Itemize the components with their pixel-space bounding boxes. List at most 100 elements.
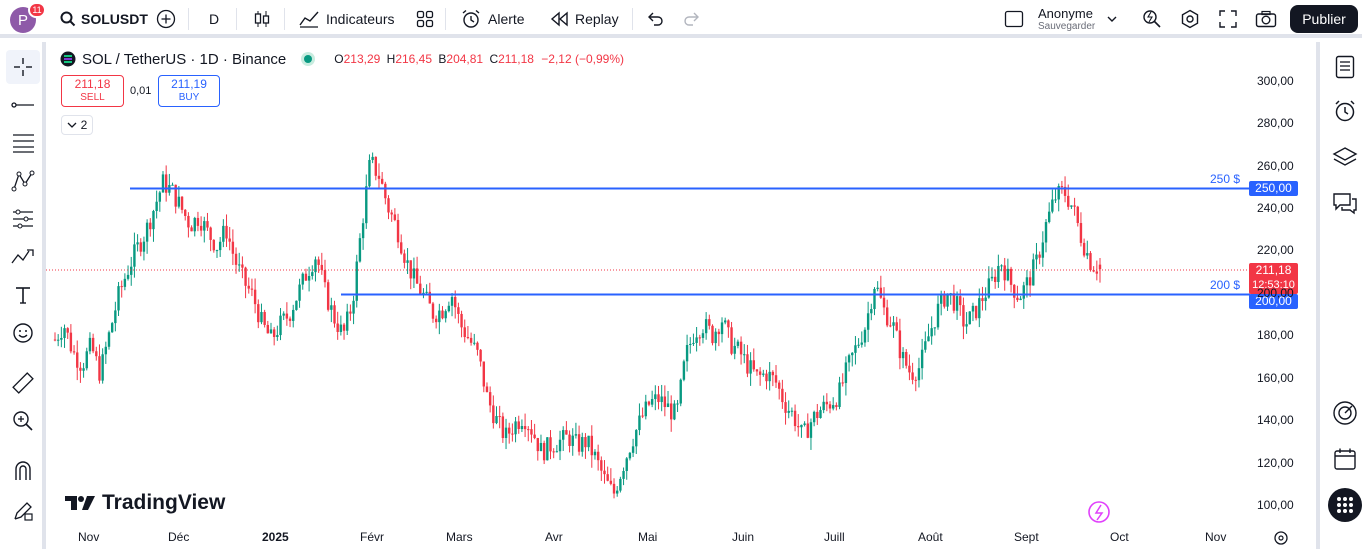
time-axis-label: Déc (168, 530, 190, 544)
layout-name-block[interactable]: Anonyme Sauvegarder (1038, 6, 1100, 32)
candle-body (326, 282, 330, 310)
chart-type-button[interactable] (253, 0, 271, 38)
candle-body (924, 341, 927, 350)
price-axis-label: 160,00 (1257, 370, 1294, 385)
buy-button[interactable]: 211,19 BUY (158, 75, 220, 107)
zoom-tool[interactable] (6, 404, 40, 438)
crosshair-tool[interactable] (6, 50, 40, 84)
indicator-count: 2 (80, 118, 88, 132)
snapshot-button[interactable] (1255, 0, 1277, 38)
candle-body (822, 401, 825, 411)
tradingview-logo[interactable]: TradingView (64, 490, 225, 516)
candle-body (584, 437, 587, 448)
watchlist-button[interactable] (1328, 50, 1362, 84)
publish-button[interactable]: Publier (1290, 5, 1358, 33)
alert-label: Alerte (488, 11, 525, 27)
calendar-button[interactable] (1328, 442, 1362, 476)
undo-icon (648, 12, 663, 26)
time-axis-label: 2025 (262, 530, 289, 544)
measure-tool[interactable] (6, 366, 40, 400)
interval-button[interactable]: D (209, 11, 220, 27)
candle-body (1060, 186, 1064, 188)
candle-body (571, 435, 574, 446)
compare-symbol-button[interactable] (156, 0, 176, 38)
price-chart[interactable] (46, 42, 1316, 549)
quick-search-button[interactable] (1142, 0, 1162, 38)
candle-body (190, 227, 193, 232)
pattern-tool[interactable] (6, 164, 40, 198)
candle-body (638, 415, 641, 431)
search-icon (60, 11, 76, 27)
alert-button[interactable]: Alerte (461, 0, 525, 38)
price-axis-label: 100,00 (1257, 498, 1294, 512)
layout-dropdown[interactable] (1107, 0, 1117, 38)
redo-button[interactable] (683, 0, 701, 38)
symbol-title[interactable]: SOL / TetherUS · 1D · Binance (82, 50, 287, 68)
indicators-button[interactable]: Indicateurs (298, 0, 394, 38)
settings-button[interactable] (1180, 0, 1200, 38)
candle-body (409, 260, 412, 279)
candle-body (266, 324, 270, 334)
candle-body (482, 361, 485, 387)
candle-body (542, 442, 546, 461)
layouts-button[interactable] (416, 0, 434, 38)
candle-body (285, 313, 289, 319)
candle-body (527, 429, 530, 431)
candle-body (736, 341, 740, 346)
time-axis-label: Oct (1110, 530, 1129, 544)
emoji-tool[interactable] (6, 316, 40, 350)
candle-body (314, 259, 317, 273)
trend-line-tool[interactable] (6, 88, 40, 122)
fullscreen-button[interactable] (1219, 0, 1237, 38)
chat-button[interactable] (1328, 186, 1362, 220)
candle-body (244, 267, 247, 286)
candle-body (885, 307, 889, 326)
toolbar-separator (632, 8, 633, 30)
candle-body (520, 426, 524, 429)
candle-body (492, 405, 495, 424)
smiley-icon (13, 323, 33, 343)
products-button[interactable] (1328, 488, 1362, 522)
replay-button[interactable]: Replay (549, 0, 619, 38)
candle-body (215, 250, 219, 252)
magnet-tool[interactable] (6, 454, 40, 488)
undo-button[interactable] (646, 0, 664, 38)
indicators-icon (299, 11, 319, 28)
alerts-panel-button[interactable] (1328, 94, 1362, 128)
candle-body (997, 265, 1000, 282)
chat-bubbles-icon (1333, 193, 1357, 215)
candle-body (501, 416, 505, 439)
candle-body (473, 342, 476, 344)
hotlists-button[interactable] (1328, 396, 1362, 430)
time-axis-label: Avr (545, 530, 563, 544)
layers-button[interactable] (1328, 140, 1362, 174)
candle-body (720, 322, 724, 335)
candle-body (203, 221, 206, 231)
candle-body (368, 159, 371, 187)
text-tool[interactable] (6, 278, 40, 312)
layout-selector[interactable] (1004, 0, 1024, 38)
candle-body (882, 297, 886, 308)
candle-body (965, 324, 968, 327)
fib-tool[interactable] (6, 126, 40, 160)
brush-tool[interactable] (6, 240, 40, 274)
projection-tool[interactable] (6, 202, 40, 236)
fib-lines-icon (13, 134, 34, 153)
candle-body (1013, 284, 1016, 298)
candle-body (358, 238, 362, 262)
time-axis-settings-icon[interactable] (1274, 531, 1288, 545)
candle-body (644, 401, 647, 417)
candle-body (800, 424, 803, 428)
candle-body (616, 490, 619, 494)
candle-body (53, 339, 57, 341)
sell-button[interactable]: 211,18 SELL (61, 75, 124, 107)
stay-drawing-tool[interactable] (6, 494, 40, 528)
candle-body (193, 217, 196, 232)
candle-body (187, 215, 190, 228)
symbol-search-button[interactable]: SOLUSDT (60, 0, 148, 38)
alert-icon[interactable] (1088, 501, 1110, 523)
indicators-collapse-button[interactable]: 2 (61, 115, 93, 135)
candle-body (1051, 199, 1054, 212)
candle-body (746, 354, 749, 374)
save-status: Sauvegarder (1038, 21, 1096, 32)
